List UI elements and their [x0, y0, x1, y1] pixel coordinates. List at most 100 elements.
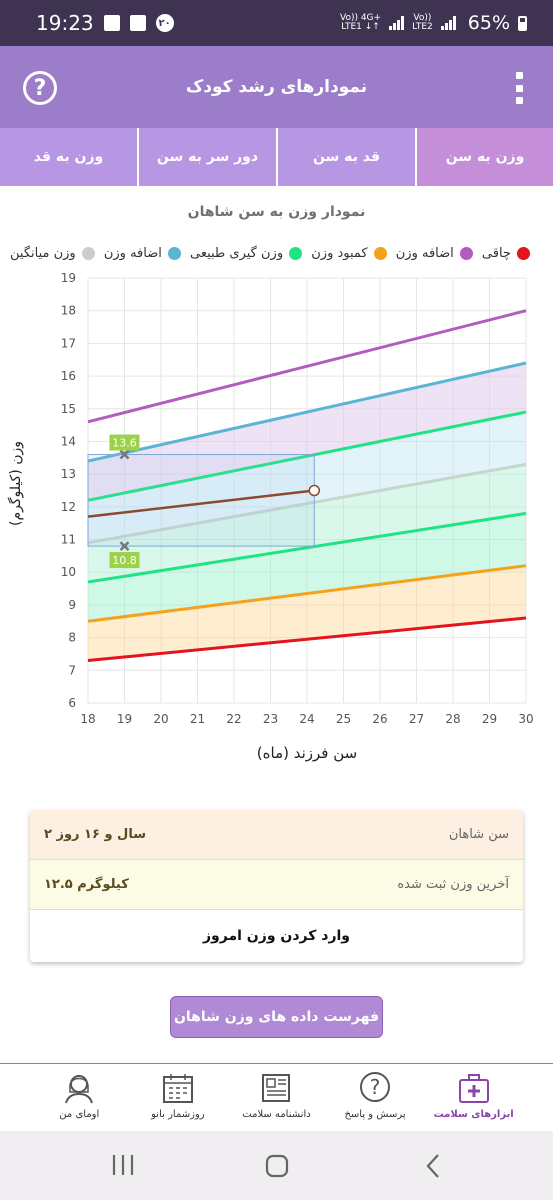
legend-item[interactable]: اضافه وزن: [396, 246, 473, 261]
x-tick-label: 20: [153, 712, 168, 726]
x-tick-label: 19: [117, 712, 132, 726]
x-tick-label: 24: [299, 712, 314, 726]
age-value: ۲ سال و ۱۶ روز: [44, 827, 146, 842]
band-fill-orange: [88, 565, 526, 661]
back-icon[interactable]: [424, 1153, 442, 1179]
age-label: سن شاهان: [448, 827, 509, 842]
last-weight-value: ۱۲.۵ کیلوگرم: [44, 877, 129, 892]
band-fill-green-high: [88, 412, 526, 543]
age-row: سن شاهان ۲ سال و ۱۶ روز: [30, 810, 523, 860]
band-fill-green-low: [88, 513, 526, 622]
y-tick-label: 12: [61, 500, 76, 514]
nav-my-profile[interactable]: اومای من: [34, 1064, 124, 1131]
last-weight-row: آخرین وزن ثبت شده ۱۲.۵ کیلوگرم: [30, 860, 523, 910]
nav-calendar[interactable]: روزشمار بانو: [133, 1064, 223, 1131]
info-card: سن شاهان ۲ سال و ۱۶ روز آخرین وزن ثبت شد…: [30, 810, 523, 962]
chart-area: نمودار وزن به سن شاهان چاقی اضافه وزن کمبو…: [0, 186, 553, 786]
gallery-icon: [103, 15, 120, 31]
legend-dot-icon: [459, 247, 473, 260]
marker-label: 13.6: [112, 437, 137, 450]
legend-item[interactable]: وزن گیری طبیعی: [189, 246, 303, 261]
legend-dot-icon: [167, 247, 181, 260]
band-fill-blue: [88, 363, 526, 501]
tab-weight-for-age[interactable]: وزن به سن: [415, 128, 553, 186]
legend-label: وزن گیری طبیعی: [189, 246, 284, 261]
woman-avatar-icon: [65, 1075, 94, 1104]
x-tick-label: 23: [263, 712, 278, 726]
signal-icon: [440, 16, 456, 30]
legend-item[interactable]: کمبود وزن: [311, 246, 387, 261]
legend-item[interactable]: اضافه وزن: [104, 246, 181, 261]
x-tick-label: 29: [482, 712, 497, 726]
series-line-blue: [87, 361, 527, 463]
y-tick-label: 10: [61, 565, 76, 579]
y-tick-label: 7: [68, 663, 76, 677]
tab-head-circumference[interactable]: دور سر به سن: [137, 128, 276, 186]
crosshair-box: [87, 454, 315, 547]
y-tick-label: 15: [61, 402, 76, 416]
home-icon[interactable]: [264, 1153, 290, 1179]
legend-label: وزن میانگین: [10, 246, 76, 261]
legend-item[interactable]: چاقی: [482, 246, 530, 261]
series-line-orange: [87, 564, 527, 623]
y-tick-label: 13: [61, 467, 76, 481]
x-axis-label: سن فرزند (ماه): [256, 744, 358, 762]
recent-apps-icon[interactable]: [110, 1153, 136, 1177]
bottom-nav: ابزارهای سلامت ? پرسش و پاسخ دانشنامه سل…: [0, 1063, 553, 1131]
nav-encyclopedia[interactable]: دانشنامه سلامت: [231, 1064, 321, 1131]
svg-text:?: ?: [370, 1075, 381, 1099]
chart-legend: چاقی اضافه وزن کمبود وزن وزن گیری طبیعی اضاف…: [10, 246, 530, 261]
tab-height-for-age[interactable]: قد به سن: [276, 128, 415, 186]
calendar-icon: [162, 1074, 193, 1103]
nav-questions[interactable]: ? پرسش و پاسخ: [330, 1064, 420, 1131]
y-tick-label: 8: [68, 631, 76, 645]
marker-cross-icon: [119, 541, 130, 551]
signal-icon: [389, 16, 405, 30]
x-tick-label: 21: [190, 712, 205, 726]
band-fill-gray-median: [88, 464, 526, 583]
status-bar: 19:23 ۲۰ Vo)) 4G+ LTE1 ↓↑ Vo)) LTE2 65%: [0, 0, 553, 46]
legend-dot-icon: [373, 247, 387, 260]
tab-weight-for-height[interactable]: وزن به قد: [33, 149, 104, 165]
y-tick-label: 18: [61, 304, 76, 318]
series-line-purple: [87, 309, 527, 424]
series-line-red: [87, 616, 527, 662]
legend-label: چاقی: [481, 246, 511, 261]
series-line-green-low: [87, 511, 527, 584]
y-tick-label: 9: [68, 598, 76, 612]
enter-today-weight-button[interactable]: وارد کردن وزن امروز: [203, 928, 350, 944]
weight-list-button[interactable]: فهرست داده های وزن شاهان: [170, 996, 383, 1038]
chart-tabs: وزن به سن قد به سن دور سر به سن وزن به ق…: [0, 128, 553, 186]
page-title: نمودارهای رشد کودک: [185, 77, 368, 97]
series-line-green-high: [87, 410, 527, 502]
medical-kit-icon: [458, 1074, 489, 1103]
help-icon[interactable]: ?: [23, 71, 57, 105]
x-tick-label: 27: [409, 712, 424, 726]
more-menu-icon[interactable]: [515, 72, 523, 104]
notification-badge: ۲۰: [155, 14, 174, 32]
x-tick-label: 28: [445, 712, 460, 726]
series-line-gray-median: [87, 462, 527, 545]
x-tick-label: 30: [518, 712, 533, 726]
legend-label: اضافه وزن: [103, 246, 162, 261]
x-tick-label: 26: [372, 712, 387, 726]
question-icon: ?: [360, 1072, 391, 1102]
y-tick-label: 16: [61, 369, 76, 383]
legend-dot-icon: [81, 247, 95, 260]
last-weight-label: آخرین وزن ثبت شده: [397, 877, 509, 892]
x-tick-label: 18: [80, 712, 95, 726]
battery-icon: [518, 15, 527, 31]
legend-label: اضافه وزن: [395, 246, 454, 261]
app-bar: ? نمودارهای رشد کودک: [0, 46, 553, 128]
marker-cross-icon: [119, 449, 130, 460]
nav-health-tools[interactable]: ابزارهای سلامت: [429, 1064, 519, 1131]
x-tick-label: 22: [226, 712, 241, 726]
y-tick-label: 14: [61, 434, 76, 448]
legend-label: کمبود وزن: [311, 246, 368, 261]
child-weight-line: [87, 489, 315, 518]
system-nav-bar: [0, 1131, 553, 1200]
legend-item[interactable]: وزن میانگین: [10, 246, 95, 261]
growth-chart: 18 19 20 21 22 23 24 25 26 27 28 29 30 6 7 8 9 10 11 12 13 14…: [61, 271, 534, 726]
legend-dot-icon: [289, 247, 303, 260]
y-tick-label: 11: [61, 533, 76, 547]
